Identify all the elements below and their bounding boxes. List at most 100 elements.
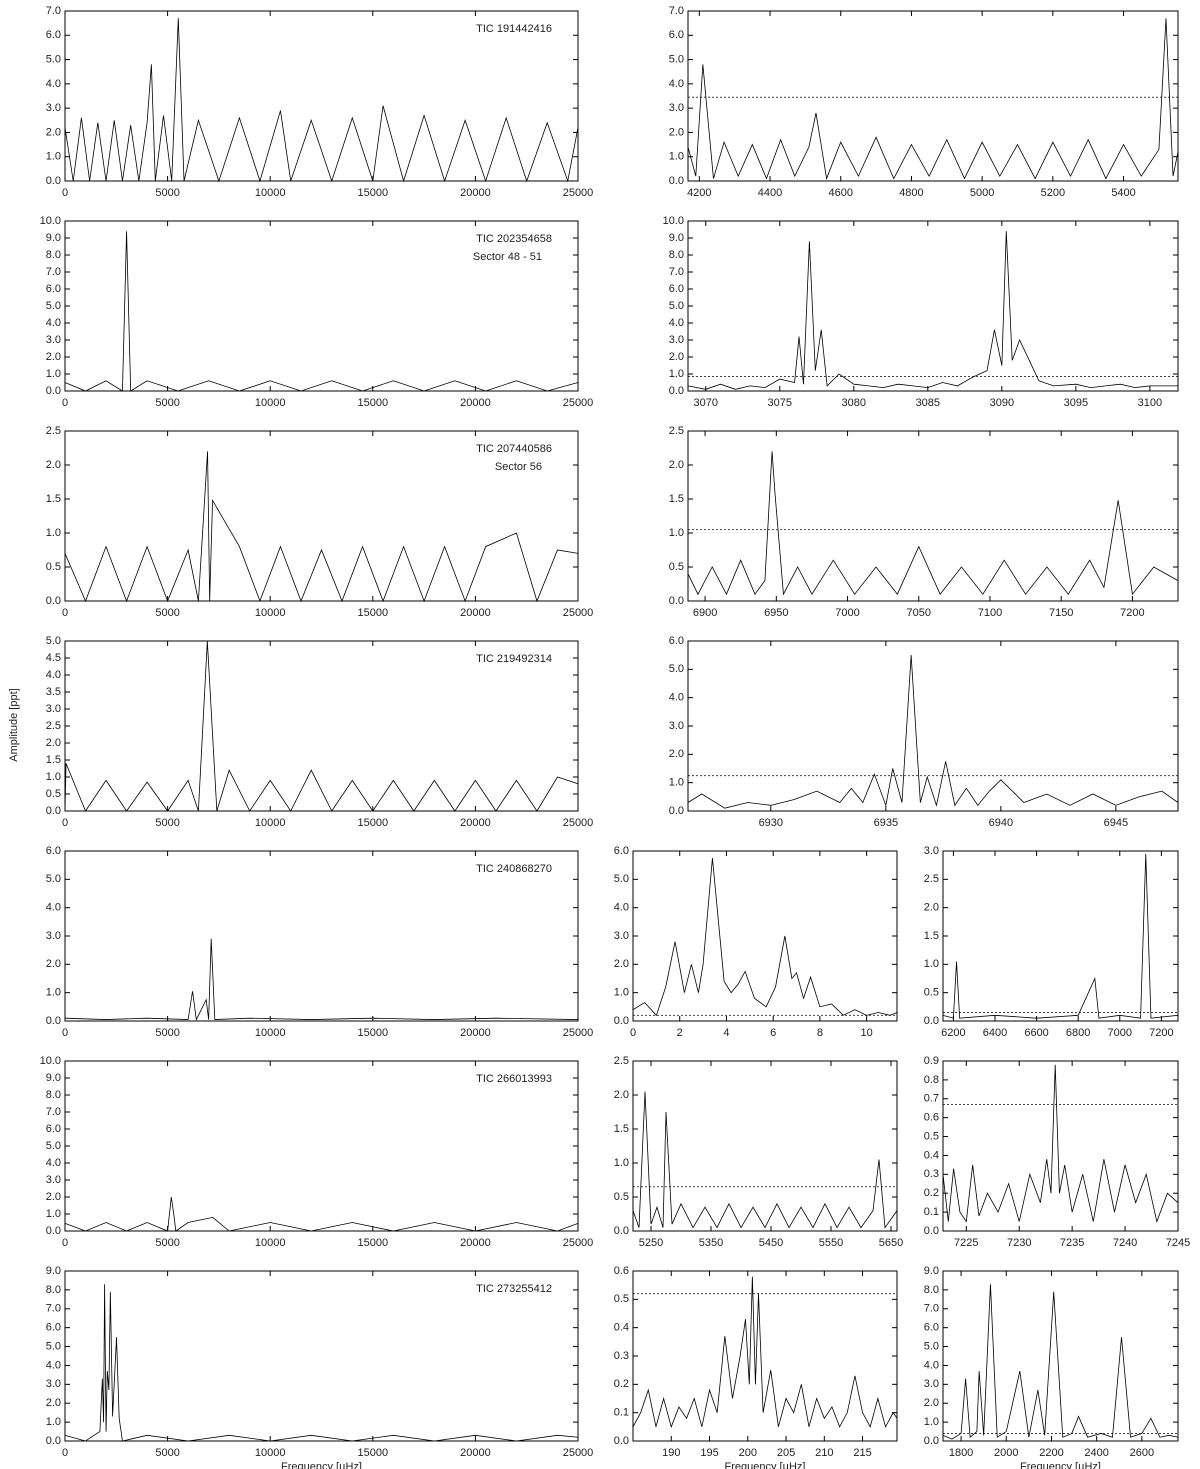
y-tick-label: 0.5 [924,987,939,999]
y-tick-label: 0.5 [46,788,61,800]
y-tick-label: 2.0 [614,1089,629,1101]
plot-frame [64,850,579,1022]
y-tick-label: 0.0 [669,175,684,187]
y-tick-label: 0.0 [924,1435,939,1447]
y-tick-label: 5.0 [669,663,684,675]
x-tick-label: 15000 [358,187,389,199]
spectrum-line [687,655,1179,809]
spectrum-line [942,1284,1179,1440]
panel-title: TIC 219492314 [476,653,552,665]
y-tick-label: 1.0 [924,958,939,970]
y-tick-label: 4.0 [46,78,61,90]
y-tick-label: 3.0 [669,102,684,114]
x-axis-label: Frequency [µHz] [1020,1461,1101,1469]
spectrum-line [64,938,579,1021]
y-tick-label: 1.5 [614,1123,629,1135]
x-tick-label: 7225 [954,1237,978,1249]
y-tick-label: 5.0 [614,873,629,885]
y-tick-label: 7.0 [669,5,684,17]
plot-frame [64,220,579,392]
x-tick-label: 6930 [759,817,783,829]
y-tick-label: 1.5 [924,930,939,942]
y-tick-label: 2.0 [614,958,629,970]
panel-title: TIC 191442416 [476,23,552,35]
y-tick-label: 2.0 [669,748,684,760]
y-tick-label: 3.0 [924,1378,939,1390]
y-tick-label: 0.0 [614,1225,629,1237]
y-tick-label: 7.0 [46,266,61,278]
y-tick-label: 4.0 [669,78,684,90]
y-tick-label: 0.0 [46,175,61,187]
y-tick-label: 0.8 [924,1074,939,1086]
y-tick-label: 8.0 [46,1089,61,1101]
y-tick-label: 0.0 [924,1225,939,1237]
spectrum-line [632,858,898,1017]
y-tick-label: 3.0 [669,334,684,346]
y-tick-label: 9.0 [46,1265,61,1277]
plot-frame [64,1060,579,1232]
y-tick-label: 0.0 [46,1435,61,1447]
x-tick-label: 25000 [563,187,594,199]
x-tick-label: 20000 [460,1447,491,1459]
plot-frame [64,430,579,602]
y-tick-label: 3.0 [46,1378,61,1390]
x-tick-label: 5650 [879,1237,903,1249]
x-tick-label: 15000 [358,607,389,619]
x-tick-label: 2200 [1039,1447,1063,1459]
y-tick-label: 1.0 [924,1416,939,1428]
x-tick-label: 0 [62,1447,68,1459]
y-tick-label: 7.0 [46,1106,61,1118]
y-tick-label: 6.0 [669,283,684,295]
y-tick-label: 6.0 [46,1322,61,1334]
y-tick-label: 0.3 [924,1168,939,1180]
x-tick-label: 6900 [693,607,717,619]
y-tick-label: 5.0 [46,300,61,312]
x-tick-label: 6600 [1024,1027,1048,1039]
panel-subtitle: Sector 48 - 51 [473,251,542,263]
y-tick-label: 0.3 [614,1350,629,1362]
y-tick-label: 2.0 [46,1397,61,1409]
plot-frame [632,1060,898,1232]
y-tick-label: 7.0 [924,1303,939,1315]
x-tick-label: 10000 [255,607,286,619]
y-tick-label: 0.0 [924,1015,939,1027]
y-tick-label: 0.4 [924,1149,939,1161]
x-tick-label: 20000 [460,1237,491,1249]
plot-frame [687,220,1179,392]
y-tick-label: 4.0 [46,669,61,681]
y-tick-label: 0.0 [614,1015,629,1027]
x-tick-label: 25000 [563,1027,594,1039]
y-tick-label: 0.5 [614,1293,629,1305]
plot-frame [64,1270,579,1442]
x-tick-label: 6400 [983,1027,1007,1039]
y-tick-label: 3.0 [46,102,61,114]
y-tick-label: 10.0 [663,215,684,227]
y-tick-label: 5.0 [46,635,61,647]
x-tick-label: 0 [62,1237,68,1249]
plot-frame [942,1060,1179,1232]
x-tick-label: 25000 [563,817,594,829]
y-tick-label: 5.0 [46,1340,61,1352]
y-tick-label: 10.0 [40,1055,61,1067]
y-tick-label: 6.0 [924,1322,939,1334]
x-tick-label: 195 [700,1447,718,1459]
y-tick-label: 8.0 [46,1284,61,1296]
y-tick-label: 1.0 [46,1208,61,1220]
x-tick-label: 4 [723,1027,729,1039]
x-tick-label: 6200 [941,1027,965,1039]
y-tick-label: 2.5 [614,1055,629,1067]
y-tick-label: 0.6 [924,1112,939,1124]
x-tick-label: 5450 [759,1237,783,1249]
y-tick-label: 2.5 [46,720,61,732]
x-tick-label: 10000 [255,1027,286,1039]
x-tick-label: 0 [62,817,68,829]
panel-title: TIC 273255412 [476,1283,552,1295]
y-tick-label: 0.5 [46,561,61,573]
x-tick-label: 7000 [1108,1027,1132,1039]
x-tick-label: 6 [770,1027,776,1039]
y-tick-label: 0.0 [614,1435,629,1447]
y-tick-label: 4.0 [669,692,684,704]
y-tick-label: 5.0 [46,873,61,885]
y-tick-label: 5.0 [669,300,684,312]
